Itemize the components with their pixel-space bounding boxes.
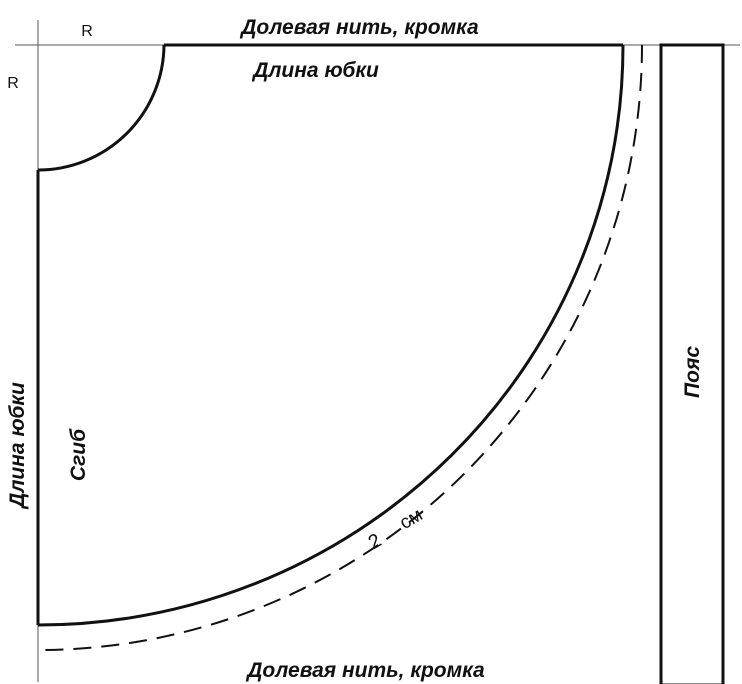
top-radius-label: R: [81, 23, 93, 40]
top-length-label: Длина юбки: [251, 59, 379, 82]
seam-allowance-number: 2: [365, 529, 386, 554]
top-grain-label: Долевая нить, кромка: [239, 16, 479, 39]
fold-label: Сгиб: [67, 428, 90, 481]
bottom-grain-label: Долевая нить, кромка: [245, 659, 485, 682]
left-length-label: Длина юбки: [6, 382, 29, 510]
waist-curve: [37, 44, 166, 172]
belt-rectangle: [659, 43, 725, 684]
seam-allowance-curve: [37, 44, 643, 651]
hem-curve: [37, 44, 625, 627]
belt-label: Пояс: [681, 346, 704, 398]
left-radius-label: R: [7, 75, 19, 92]
